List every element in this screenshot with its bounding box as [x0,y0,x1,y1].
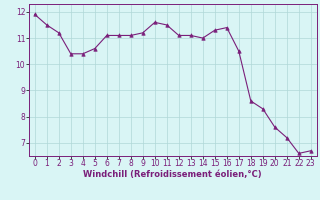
X-axis label: Windchill (Refroidissement éolien,°C): Windchill (Refroidissement éolien,°C) [84,170,262,179]
